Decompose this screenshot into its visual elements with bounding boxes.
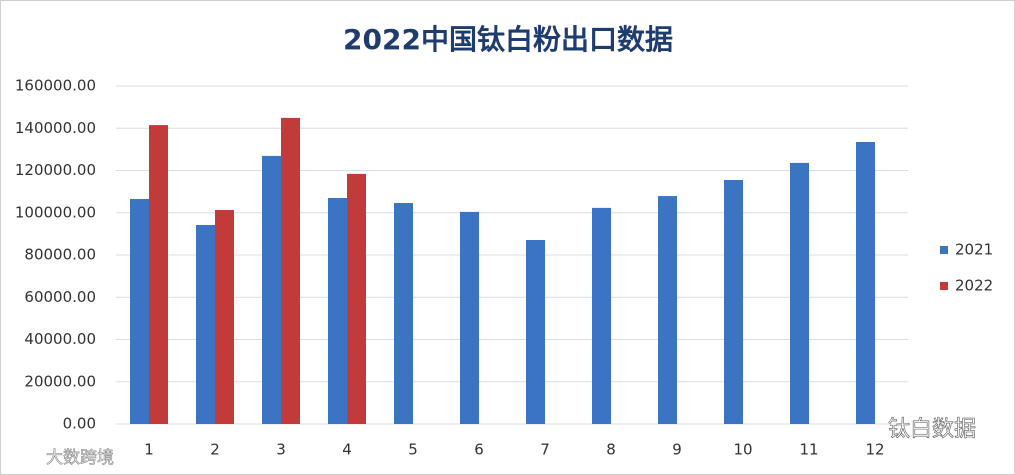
- legend-label: 2022: [955, 277, 993, 295]
- y-tick-label: 60000.00: [24, 288, 96, 306]
- bar: [592, 207, 611, 424]
- bar: [856, 141, 875, 424]
- bar: [130, 199, 149, 424]
- bar: [262, 155, 281, 424]
- x-tick-label: 6: [474, 441, 484, 459]
- bar: [790, 162, 809, 424]
- y-tick-label: 100000.00: [15, 203, 96, 221]
- legend-swatch: [940, 246, 948, 254]
- x-tick-label: 11: [799, 441, 818, 459]
- x-tick-label: 10: [733, 441, 752, 459]
- y-tick-label: 160000.00: [15, 77, 96, 95]
- y-tick-label: 0.00: [63, 415, 96, 433]
- bar: [196, 225, 215, 424]
- x-tick-label: 3: [276, 441, 286, 459]
- legend-swatch: [940, 282, 948, 290]
- x-tick-label: 4: [342, 441, 352, 459]
- bar: [328, 197, 347, 424]
- legend-label: 2021: [955, 241, 993, 259]
- y-tick-label: 140000.00: [15, 119, 96, 137]
- x-tick-label: 1: [144, 441, 154, 459]
- watermark: 钛白数据: [888, 417, 976, 442]
- y-tick-label: 80000.00: [24, 246, 96, 264]
- bar: [149, 125, 168, 425]
- x-tick-label: 12: [865, 441, 884, 459]
- bar: [215, 210, 234, 424]
- y-tick-label: 120000.00: [15, 161, 96, 179]
- y-tick-label: 20000.00: [24, 372, 96, 390]
- bar: [347, 173, 366, 424]
- bar: [394, 203, 413, 424]
- watermark: 大数跨境: [46, 448, 114, 468]
- bar: [658, 196, 677, 424]
- bar: [281, 117, 300, 425]
- chart-title: 2022中国钛白粉出口数据: [343, 23, 673, 56]
- x-tick-label: 2: [210, 441, 220, 459]
- bar: [724, 180, 743, 424]
- x-tick-label: 9: [672, 441, 682, 459]
- bar: [526, 240, 545, 424]
- x-tick-label: 7: [540, 441, 550, 459]
- bar: [460, 211, 479, 424]
- y-tick-label: 40000.00: [24, 330, 96, 348]
- x-tick-label: 5: [408, 441, 418, 459]
- x-tick-label: 8: [606, 441, 616, 459]
